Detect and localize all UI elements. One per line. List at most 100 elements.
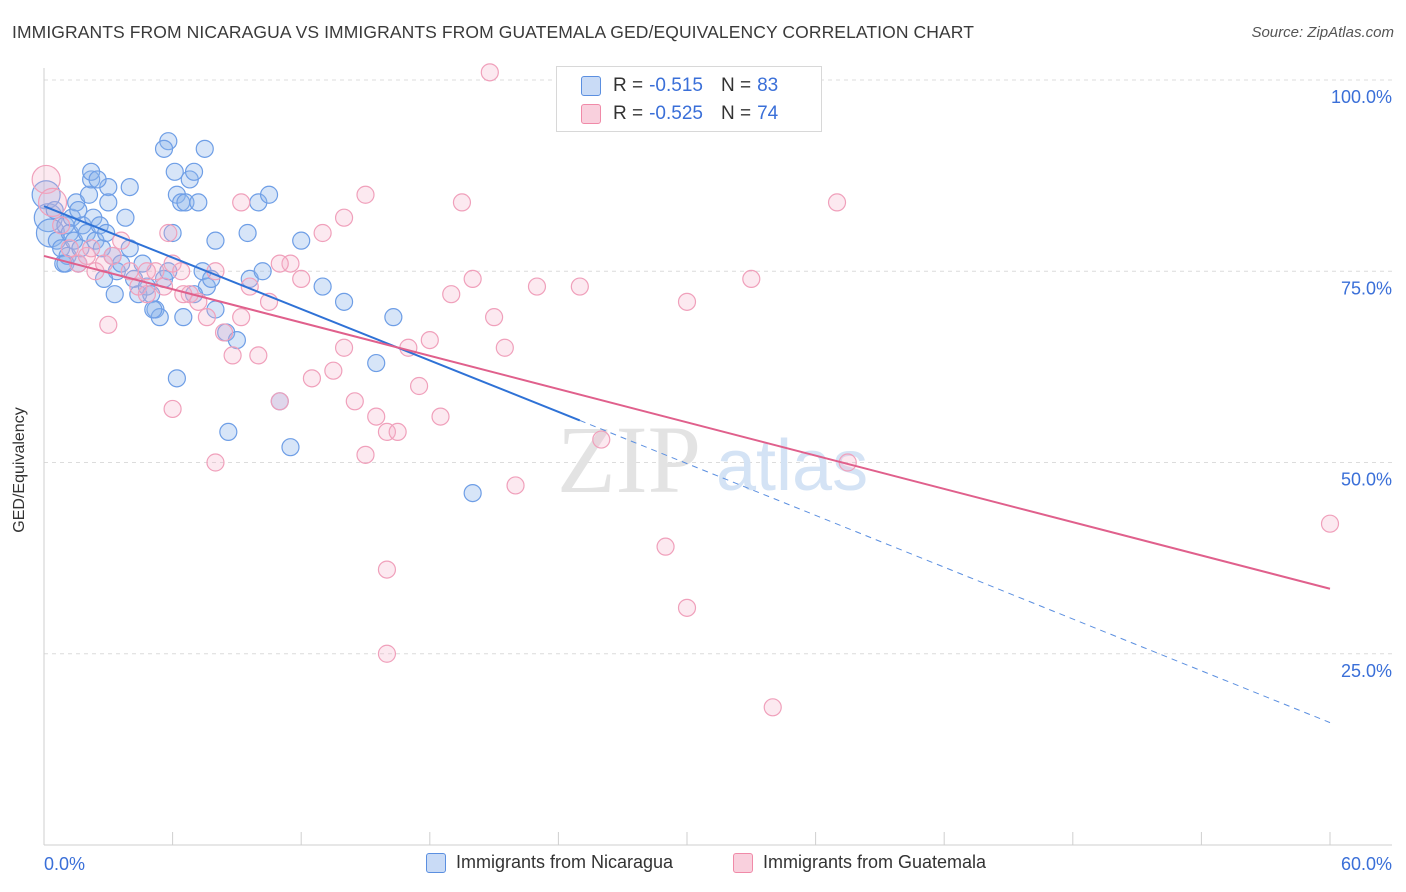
legend-swatch-blue bbox=[426, 852, 446, 873]
legend-label-guatemala: Immigrants from Guatemala bbox=[763, 852, 987, 872]
data-point bbox=[270, 254, 289, 273]
legend-label-nicaragua: Immigrants from Nicaragua bbox=[456, 852, 674, 872]
series-nicaragua-points bbox=[31, 132, 482, 503]
data-point bbox=[174, 308, 193, 327]
legend-n-label: N = bbox=[720, 75, 752, 96]
data-point bbox=[167, 369, 186, 388]
data-point bbox=[367, 353, 386, 373]
data-point bbox=[527, 277, 547, 296]
trend-line-guatemala bbox=[43, 254, 1331, 590]
data-point bbox=[384, 308, 403, 327]
data-point bbox=[334, 338, 354, 357]
data-point bbox=[105, 285, 124, 304]
data-point bbox=[232, 193, 251, 212]
gridlines bbox=[44, 79, 1392, 655]
x-tick-label: 60.0% bbox=[1341, 854, 1392, 874]
data-point bbox=[356, 185, 375, 204]
data-point bbox=[367, 407, 386, 426]
data-point bbox=[163, 399, 182, 419]
trend-line-nicaragua-extension bbox=[579, 419, 1331, 724]
data-point bbox=[302, 369, 322, 388]
legend-row-nicaragua: R = -0.515 N = 83 bbox=[581, 74, 778, 98]
y-tick-label: 50.0% bbox=[1341, 470, 1392, 490]
source-label: Source: ZipAtlas.com bbox=[1251, 24, 1394, 41]
data-point bbox=[238, 223, 257, 243]
data-point bbox=[184, 162, 204, 181]
data-point bbox=[163, 223, 182, 243]
data-point bbox=[249, 346, 268, 365]
series-guatemala-points bbox=[31, 63, 1340, 717]
legend-item-guatemala: Immigrants from Guatemala bbox=[733, 852, 986, 873]
data-point bbox=[69, 200, 88, 220]
data-point bbox=[292, 269, 311, 288]
watermark: ZIP atlas bbox=[557, 406, 868, 513]
data-point bbox=[356, 445, 375, 464]
data-point bbox=[79, 185, 99, 204]
data-point bbox=[463, 484, 482, 503]
data-point bbox=[763, 698, 782, 717]
data-point bbox=[592, 430, 611, 449]
data-point bbox=[827, 193, 847, 212]
data-point bbox=[270, 392, 289, 411]
data-point bbox=[677, 292, 697, 311]
data-point bbox=[214, 323, 234, 342]
data-point bbox=[253, 262, 272, 281]
data-point bbox=[334, 208, 354, 227]
data-point bbox=[377, 422, 397, 441]
data-point bbox=[82, 239, 101, 258]
trend-line-nicaragua bbox=[43, 205, 581, 422]
data-point bbox=[116, 208, 135, 227]
y-tick-label: 25.0% bbox=[1341, 661, 1392, 681]
legend-row-guatemala: R = -0.525 N = 74 bbox=[581, 102, 778, 126]
data-point bbox=[281, 438, 300, 457]
chart-title: IMMIGRANTS FROM NICARAGUA VS IMMIGRANTS … bbox=[12, 22, 975, 42]
legend-r-label: R = bbox=[613, 103, 644, 124]
data-point bbox=[292, 231, 311, 250]
legend-swatch-pink bbox=[581, 104, 601, 124]
data-point bbox=[313, 223, 332, 243]
legend-box: R = -0.515 N = 83 R = -0.525 N = 74 bbox=[556, 66, 822, 132]
data-point bbox=[37, 187, 68, 217]
data-point bbox=[388, 422, 407, 441]
tick-labels: 100.0% 75.0% 50.0% 25.0% 0.0% 60.0% bbox=[44, 87, 1392, 874]
data-point bbox=[377, 644, 397, 663]
data-point bbox=[259, 185, 279, 204]
data-point bbox=[281, 254, 300, 273]
data-point bbox=[176, 193, 195, 212]
data-point bbox=[656, 537, 675, 556]
data-point bbox=[324, 361, 343, 380]
data-point bbox=[82, 170, 101, 189]
data-point bbox=[232, 308, 251, 327]
data-point bbox=[463, 269, 482, 288]
legend-n-value: 83 bbox=[757, 75, 779, 96]
data-point bbox=[377, 560, 397, 579]
legend-swatch-blue bbox=[581, 76, 601, 96]
data-point bbox=[452, 193, 472, 212]
data-point bbox=[120, 178, 139, 197]
data-point bbox=[206, 453, 225, 472]
data-point bbox=[345, 392, 364, 411]
axes bbox=[43, 68, 1392, 846]
data-point bbox=[99, 315, 118, 334]
data-point bbox=[409, 376, 429, 396]
data-point bbox=[219, 422, 238, 441]
x-tick-label: 0.0% bbox=[44, 854, 85, 874]
data-point bbox=[742, 269, 761, 288]
data-point bbox=[189, 193, 208, 212]
y-tick-label: 75.0% bbox=[1341, 278, 1392, 298]
data-point bbox=[60, 239, 79, 258]
legend-n-label: N = bbox=[720, 103, 752, 124]
data-point bbox=[485, 308, 504, 327]
data-point bbox=[677, 598, 697, 617]
data-point bbox=[442, 285, 461, 304]
data-point bbox=[495, 338, 514, 357]
trend-lines bbox=[43, 205, 1331, 724]
data-point bbox=[313, 277, 332, 296]
data-point bbox=[206, 231, 225, 250]
watermark-atlas: atlas bbox=[716, 426, 868, 506]
data-point bbox=[103, 246, 122, 266]
legend-swatch-pink bbox=[733, 852, 753, 873]
data-point bbox=[159, 223, 178, 243]
data-point bbox=[570, 277, 589, 296]
